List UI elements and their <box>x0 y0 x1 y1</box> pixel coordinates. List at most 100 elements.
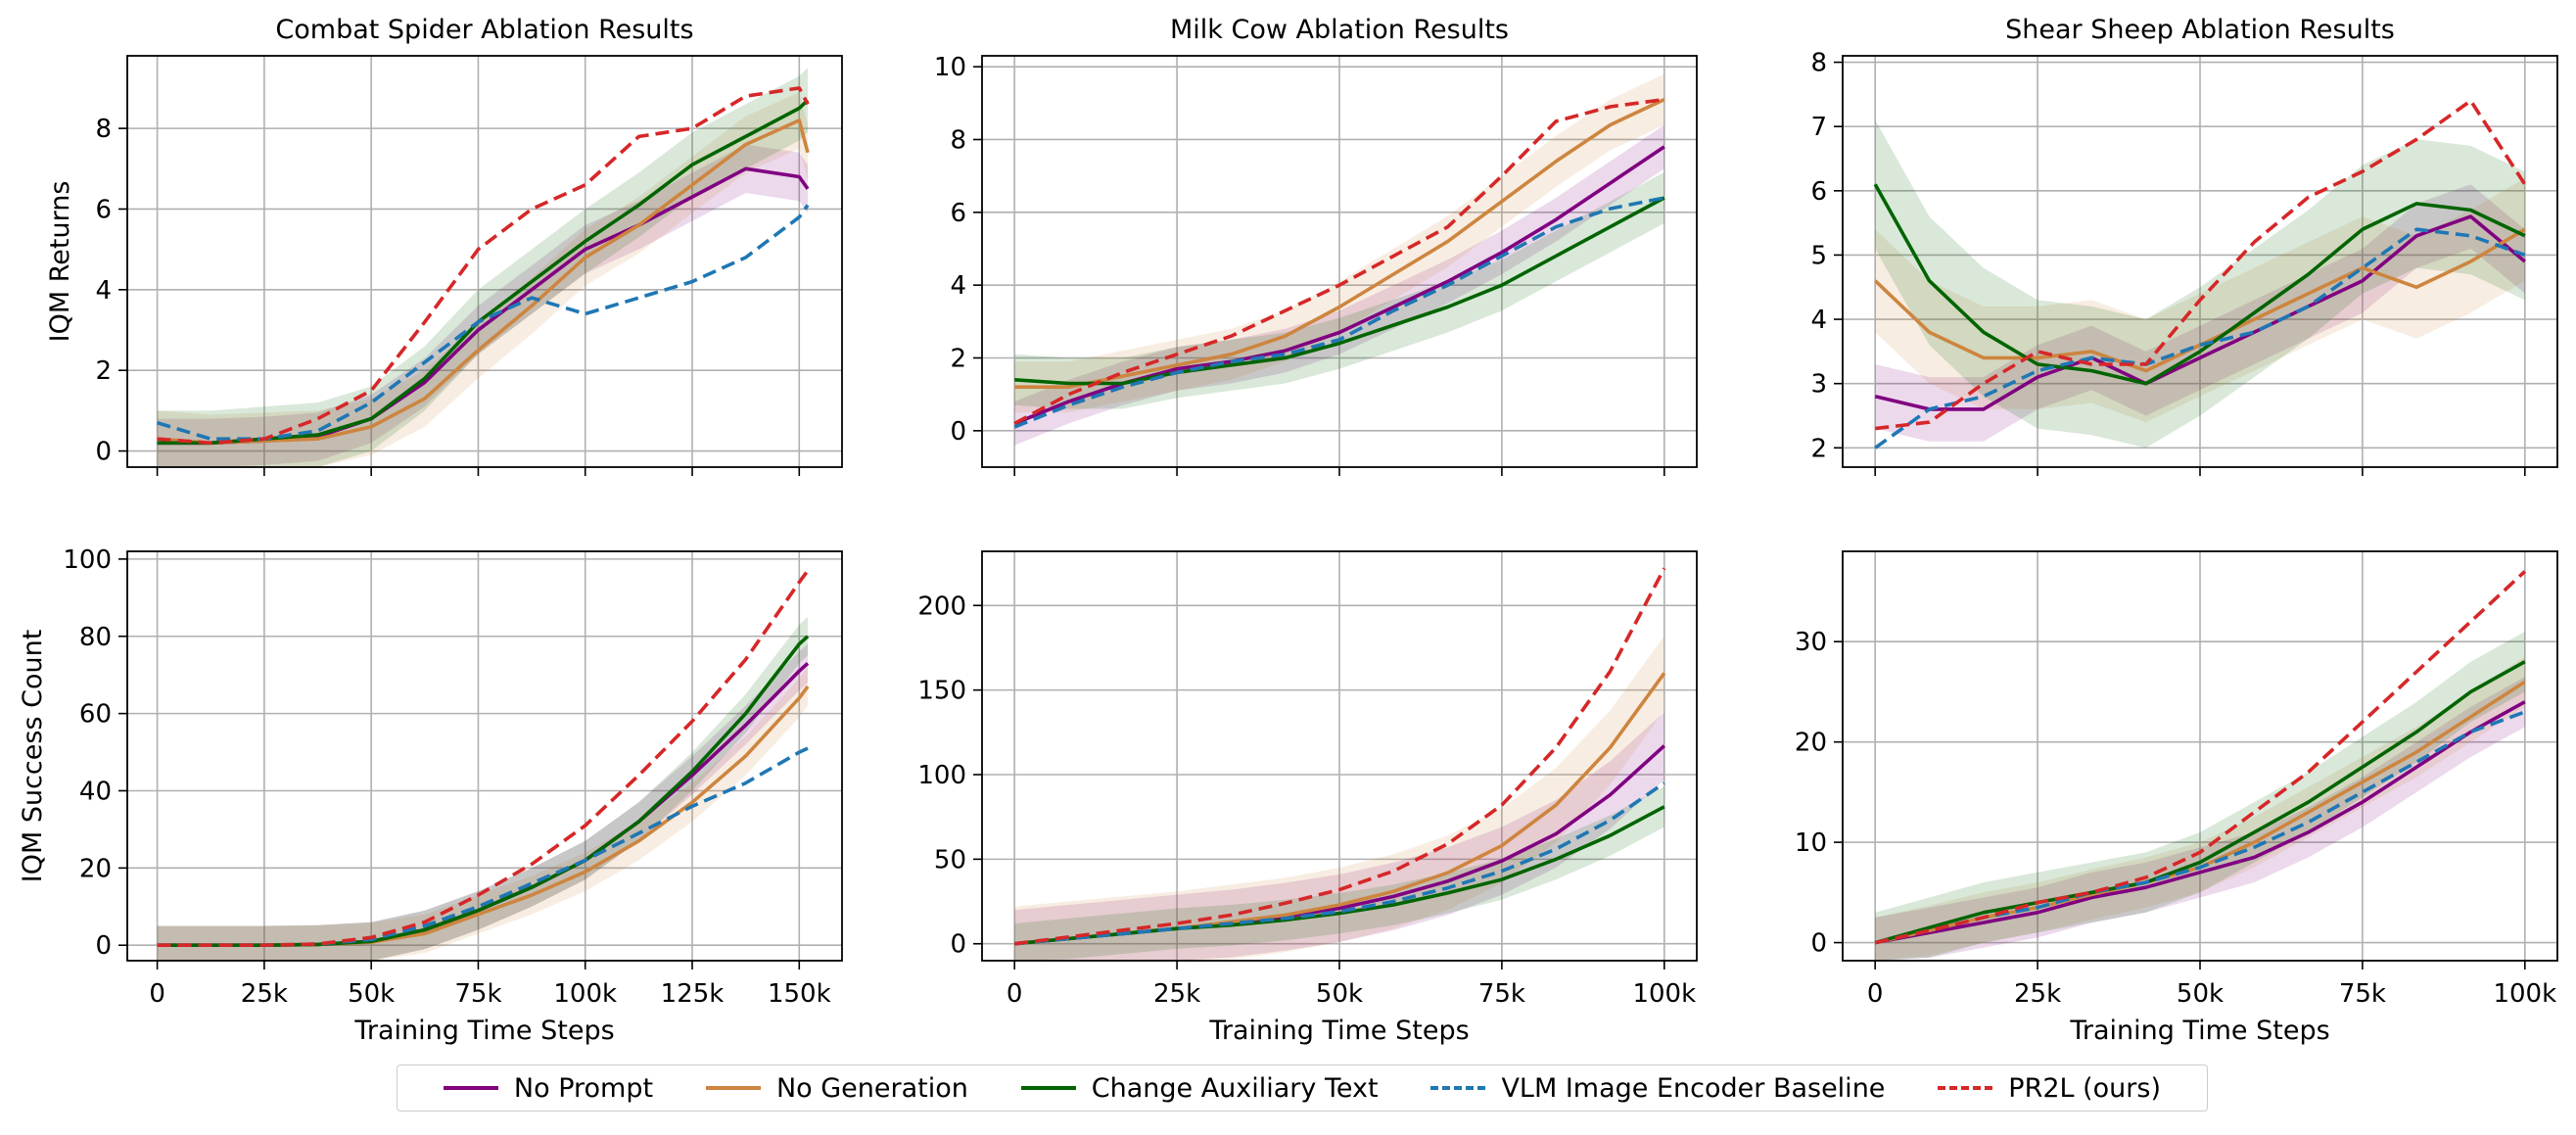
series-line-vlm-image-encoder-baseline <box>1013 196 1665 429</box>
band-no-prompt <box>157 643 809 961</box>
legend-item-pr2l: PR2L (ours) <box>1938 1073 2161 1104</box>
y-tick-label: 5 <box>1810 241 1827 270</box>
band-no-prompt <box>157 144 809 467</box>
legend-item-change-auxiliary-text: Change Auxiliary Text <box>1020 1072 1379 1104</box>
y-tick-label: 0 <box>95 931 112 961</box>
y-tick-label: 7 <box>1810 113 1827 142</box>
legend-swatch <box>1430 1086 1486 1090</box>
y-tick-label: 0 <box>950 930 966 960</box>
series-line-change-auxiliary-text <box>1873 183 2526 386</box>
y-tick-label: 4 <box>95 276 112 306</box>
series-line-change-auxiliary-text <box>1014 196 1665 386</box>
legend-label: PR2L (ours) <box>2008 1072 2161 1104</box>
y-tick-label: 0 <box>1810 929 1827 959</box>
plot-frame <box>126 55 843 468</box>
band-no-generation <box>1875 656 2525 961</box>
y-tick-label: 80 <box>79 623 112 652</box>
panel-5: 0 25k 50k 75k 100k 0 50 100 150 200 Training Time … <box>917 550 1698 1046</box>
y-tick-label: 4 <box>1810 306 1827 335</box>
band-no-generation <box>1014 73 1664 413</box>
y-tick-label: 60 <box>79 700 112 730</box>
y-tick-label: 6 <box>1810 177 1827 207</box>
x-tick-label: 0 <box>1007 979 1023 1009</box>
x-tick-label: 50k <box>1316 979 1363 1009</box>
x-axis-label: Training Time Steps <box>2069 1016 2329 1046</box>
series-line-pr2l-ours <box>157 569 810 947</box>
y-tick-label: 100 <box>63 545 112 575</box>
legend-label: No Prompt <box>513 1072 654 1104</box>
panel-6: 0 25k 50k 75k 100k 0 10 20 30 Training Time Steps <box>1795 550 2558 1046</box>
y-tick-label: 6 <box>950 199 966 228</box>
y-tick-label: 3 <box>1810 370 1827 400</box>
band-change-auxiliary-text <box>1875 632 2525 961</box>
y-tick-label: 30 <box>1795 628 1827 657</box>
x-tick-label: 100k <box>1632 979 1696 1009</box>
x-axis-label: Training Time Steps <box>1208 1016 1469 1046</box>
y-tick-label: 20 <box>79 854 112 883</box>
legend-swatch <box>1020 1086 1076 1090</box>
series-line-vlm-image-encoder-baseline <box>1874 227 2526 449</box>
y-tick-label: 100 <box>917 761 966 790</box>
x-tick-label: 50k <box>348 979 395 1009</box>
legend-label: Change Auxiliary Text <box>1091 1072 1379 1104</box>
x-tick-label: 100k <box>553 979 617 1009</box>
y-tick-label: 8 <box>1810 49 1827 78</box>
y-tick-label: 40 <box>79 777 112 806</box>
x-axis-label: Training Time Steps <box>353 1016 614 1046</box>
x-tick-label: 150k <box>768 979 831 1009</box>
x-tick-label: 75k <box>454 979 501 1009</box>
series-line-no-prompt <box>1874 700 2526 945</box>
y-tick-label: 50 <box>934 845 966 875</box>
legend-swatch <box>443 1086 498 1090</box>
x-tick-label: 25k <box>2014 979 2061 1009</box>
y-tick-label: 2 <box>95 356 112 386</box>
y-tick-label: 4 <box>950 271 966 301</box>
series-line-no-generation <box>157 118 810 446</box>
y-axis-label: IQM Success Count <box>18 630 48 883</box>
x-tick-label: 100k <box>2493 979 2556 1009</box>
chart-title: Combat Spider Ablation Results <box>275 15 693 45</box>
series-line-pr2l-ours <box>1013 567 1666 946</box>
y-tick-label: 0 <box>950 417 966 447</box>
legend-swatch <box>1938 1086 1993 1090</box>
y-tick-label: 2 <box>950 344 966 373</box>
x-tick-label: 25k <box>241 979 288 1009</box>
series-line-no-generation <box>1014 97 1665 389</box>
series-line-pr2l-ours <box>1874 570 2527 945</box>
band-no-generation <box>157 92 809 467</box>
x-tick-label: 0 <box>149 979 165 1009</box>
legend-item-no-prompt: No Prompt <box>443 1072 654 1104</box>
band-change-auxiliary-text <box>1014 171 1664 409</box>
y-tick-label: 150 <box>917 677 966 706</box>
legend-label: VLM Image Encoder Baseline <box>1501 1072 1886 1104</box>
series-line-change-auxiliary-text <box>157 98 810 446</box>
series-line-change-auxiliary-text <box>1874 660 2526 945</box>
panel-2: 0 2 4 6 8 10 Milk Cow Ablation Results <box>934 15 1698 476</box>
series-line-vlm-image-encoder-baseline <box>1014 781 1665 946</box>
y-axis-label: IQM Returns <box>45 181 75 343</box>
series-line-pr2l-ours <box>1013 97 1665 425</box>
band-no-prompt <box>1014 712 1664 961</box>
x-tick-label: 125k <box>661 979 725 1009</box>
y-tick-label: 8 <box>95 115 112 144</box>
x-tick-label: 75k <box>1478 979 1525 1009</box>
panel-1: 0 2 4 6 8 Combat Spider Ablation Results IQM R… <box>45 15 843 476</box>
y-tick-label: 20 <box>1795 729 1827 758</box>
x-tick-label: 25k <box>1153 979 1200 1009</box>
y-tick-label: 6 <box>95 195 112 224</box>
x-tick-label: 75k <box>2339 979 2386 1009</box>
x-tick-label: 50k <box>2177 979 2224 1009</box>
band-change-auxiliary-text <box>1014 786 1664 961</box>
x-tick-label: 0 <box>1867 979 1884 1009</box>
band-no-prompt <box>1875 677 2525 961</box>
chart-title: Shear Sheep Ablation Results <box>2005 15 2395 45</box>
y-tick-label: 2 <box>1810 434 1827 463</box>
legend-item-no-generation: No Generation <box>705 1073 968 1104</box>
series-line-pr2l-ours <box>157 86 810 446</box>
y-tick-label: 200 <box>917 591 966 621</box>
panel-3: 2 3 4 5 6 7 8 Shear Sheep Ablation Results <box>1810 15 2558 476</box>
series-line-pr2l-ours <box>1874 99 2527 431</box>
chart-title: Milk Cow Ablation Results <box>1170 15 1509 45</box>
panel-4: 0 25k 50k 75k 100k 125k 150k 0 20 40 60 80 100 Traini… <box>18 545 843 1046</box>
